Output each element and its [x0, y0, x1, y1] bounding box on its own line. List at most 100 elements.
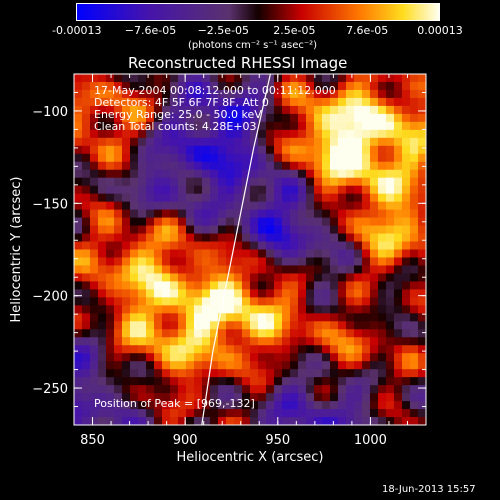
heatmap-cell [362, 305, 371, 314]
heatmap-cell [370, 393, 379, 402]
heatmap-cell [402, 249, 411, 259]
heatmap-cell [306, 193, 315, 203]
heatmap-cell [162, 345, 171, 354]
heatmap-cell [282, 193, 291, 203]
heatmap-cell [330, 225, 339, 235]
heatmap-cell [82, 417, 91, 425]
heatmap-cell [186, 217, 195, 227]
heatmap-cell [130, 225, 139, 235]
heatmap-cell [202, 241, 211, 251]
heatmap-cell [258, 281, 267, 290]
heatmap-cell [226, 105, 235, 115]
heatmap-cell [346, 369, 355, 378]
heatmap-cell [114, 249, 123, 259]
heatmap-cell [402, 337, 411, 346]
heatmap-cell [82, 409, 91, 418]
heatmap-cell [250, 129, 259, 139]
heatmap-cell [114, 337, 123, 346]
heatmap-cell [114, 225, 123, 235]
heatmap-cell [330, 417, 339, 425]
heatmap-cell [154, 313, 163, 322]
heatmap-cell [130, 177, 139, 187]
heatmap-cell [194, 265, 203, 275]
heatmap-cell [234, 241, 243, 251]
heatmap-cell [322, 105, 331, 115]
heatmap-cell [234, 145, 243, 155]
heatmap-cell [274, 233, 283, 243]
heatmap-cell [250, 89, 259, 99]
heatmap-cell [250, 105, 259, 115]
heatmap-cell [82, 401, 91, 410]
heatmap-cell [282, 241, 291, 251]
heatmap-cell [170, 74, 179, 83]
heatmap-cell [402, 137, 411, 147]
heatmap-cell [338, 129, 347, 139]
heatmap-cell [154, 97, 163, 107]
heatmap-cell [418, 233, 426, 243]
heatmap-cell [362, 401, 371, 410]
heatmap-cell [170, 361, 179, 370]
heatmap-cell [354, 113, 363, 123]
heatmap-cell [338, 209, 347, 219]
heatmap-cell [146, 361, 155, 370]
heatmap-cell [418, 265, 426, 275]
heatmap-cell [226, 225, 235, 235]
heatmap-cell [90, 321, 99, 330]
heatmap-cell [210, 169, 219, 179]
heatmap-cell [170, 257, 179, 267]
heatmap-cell [202, 249, 211, 259]
heatmap-cell [162, 137, 171, 147]
heatmap-cell [418, 281, 426, 290]
heatmap-cell [266, 89, 275, 99]
heatmap-cell [130, 289, 139, 298]
heatmap-cell [330, 105, 339, 115]
heatmap-cell [290, 273, 299, 283]
heatmap-cell [394, 121, 403, 131]
heatmap-cell [402, 289, 411, 298]
heatmap-cell [226, 129, 235, 139]
heatmap-cell [362, 74, 371, 83]
heatmap-cell [106, 81, 115, 91]
heatmap-cell [82, 137, 91, 147]
heatmap-svg: 17-May-2004 00:08:12.000 to 00:11:12.000… [74, 74, 426, 425]
heatmap-cell [394, 217, 403, 227]
heatmap-cell [210, 177, 219, 187]
heatmap-cell [274, 369, 283, 378]
heatmap-cell [402, 417, 411, 425]
heatmap-cell [130, 313, 139, 322]
heatmap-cell [138, 289, 147, 298]
heatmap-cell [154, 377, 163, 386]
heatmap-cell [122, 177, 131, 187]
heatmap-cell [362, 201, 371, 211]
heatmap-cell [82, 241, 91, 251]
heatmap-cell [386, 401, 395, 410]
heatmap-cell [282, 225, 291, 235]
heatmap-cell [330, 313, 339, 322]
heatmap-cell [90, 337, 99, 346]
heatmap-cell [74, 361, 83, 370]
heatmap-cell [226, 345, 235, 354]
heatmap-cell [202, 313, 211, 322]
heatmap-cell [322, 377, 331, 386]
heatmap-cell [290, 385, 299, 394]
heatmap-cell [194, 129, 203, 139]
heatmap-cell [194, 193, 203, 203]
heatmap-cell [402, 377, 411, 386]
heatmap-cell [130, 129, 139, 139]
heatmap-cell [210, 105, 219, 115]
heatmap-cell [298, 161, 307, 171]
heatmap-cell [242, 105, 251, 115]
heatmap-cell [354, 329, 363, 338]
heatmap-cell [322, 145, 331, 155]
heatmap-cell [202, 81, 211, 91]
heatmap-cell [314, 161, 323, 171]
heatmap-cell [154, 353, 163, 362]
heatmap-cell [306, 153, 315, 163]
heatmap-cell [106, 265, 115, 275]
heatmap-cell [290, 241, 299, 251]
heatmap-cell [410, 369, 419, 378]
heatmap-cell [418, 145, 426, 155]
heatmap-cell [402, 257, 411, 267]
heatmap-cell [290, 97, 299, 107]
heatmap-cell [74, 265, 83, 275]
